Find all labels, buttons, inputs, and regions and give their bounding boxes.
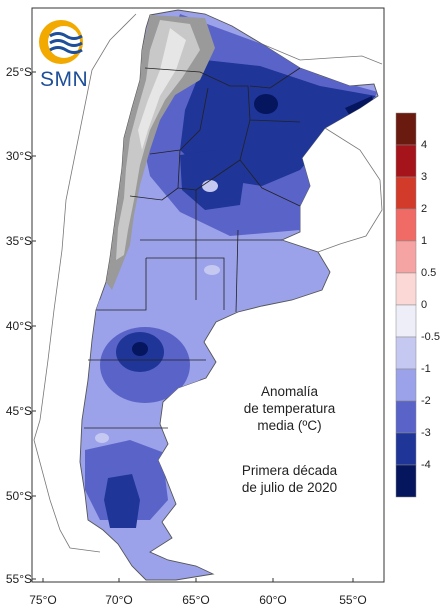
legend-swatch-1 bbox=[395, 144, 417, 178]
legend-label-3: 3 bbox=[421, 171, 428, 183]
legend-swatch-8 bbox=[395, 368, 417, 402]
period-line-1: Primera década bbox=[241, 463, 338, 478]
lon-label-60: 60°O bbox=[259, 593, 287, 607]
legend-swatch-6 bbox=[395, 304, 417, 338]
legend-swatch-9 bbox=[395, 400, 417, 434]
lon-label-65: 65°O bbox=[182, 593, 210, 607]
smn-logo-text: SMN bbox=[40, 68, 89, 91]
lon-label-55: 55°O bbox=[339, 593, 367, 607]
lat-label-45: 45°S bbox=[5, 404, 32, 418]
period-label: Primera década de julio de 2020 bbox=[222, 462, 357, 496]
legend-label-minus-2: -2 bbox=[421, 395, 431, 407]
anomaly-title-line-3: media (ºC) bbox=[257, 418, 322, 433]
lat-label-35: 35°S bbox=[5, 234, 32, 248]
lat-label-50: 50°S bbox=[5, 489, 32, 503]
legend-label-4: 4 bbox=[421, 139, 428, 151]
anomaly-title-line-1: Anomalía bbox=[260, 384, 319, 399]
legend-swatch-10 bbox=[395, 432, 417, 466]
legend-swatch-2 bbox=[395, 176, 417, 210]
axis-ticks bbox=[32, 71, 354, 582]
lat-label-30: 30°S bbox=[5, 149, 32, 163]
legend-swatch-3 bbox=[395, 208, 417, 242]
lat-label-55: 55°S bbox=[5, 572, 32, 586]
legend-swatch-11 bbox=[395, 464, 417, 498]
lon-label-75: 75°O bbox=[29, 593, 57, 607]
legend-label-minus-3: -3 bbox=[421, 427, 431, 439]
legend-label-0: 0 bbox=[421, 299, 428, 311]
legend-swatch-7 bbox=[395, 336, 417, 370]
lon-label-70: 70°O bbox=[105, 593, 133, 607]
legend-label-minus-0-5: -0.5 bbox=[421, 331, 440, 343]
legend-swatch-4 bbox=[395, 240, 417, 274]
legend-colorbar bbox=[395, 112, 417, 498]
period-line-2: de julio de 2020 bbox=[241, 480, 338, 495]
legend-label-2: 2 bbox=[421, 203, 428, 215]
lat-label-40: 40°S bbox=[5, 319, 32, 333]
neighbor-borders bbox=[33, 13, 383, 553]
anomaly-title-line-2: de temperatura bbox=[243, 401, 336, 416]
lat-label-25: 25°S bbox=[5, 65, 32, 79]
legend-swatch-5 bbox=[395, 272, 417, 306]
legend-swatch-0 bbox=[395, 112, 417, 146]
legend-label-minus-4: -4 bbox=[421, 459, 431, 471]
anomaly-title: Anomalía de temperatura media (ºC) bbox=[222, 383, 357, 434]
smn-logo bbox=[39, 20, 83, 64]
province-borders bbox=[84, 67, 301, 429]
legend-label-minus-1: -1 bbox=[421, 363, 431, 375]
legend-label-1: 1 bbox=[421, 235, 428, 247]
legend-label-0-5: 0.5 bbox=[421, 267, 437, 279]
